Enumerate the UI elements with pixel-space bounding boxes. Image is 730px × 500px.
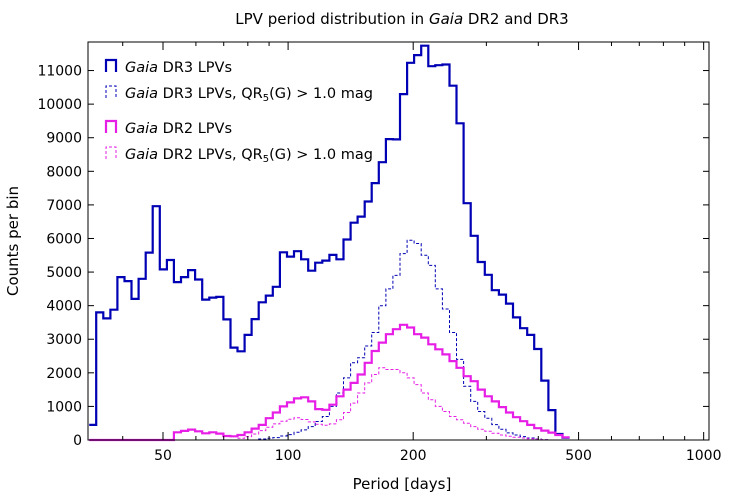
legend-marker-3 <box>105 146 117 159</box>
y-axis-label: Counts per bin <box>4 186 22 296</box>
x-tick-label: 100 <box>275 448 302 464</box>
x-axis-label: Period [days] <box>353 475 452 493</box>
y-tick-label: 5000 <box>46 265 82 281</box>
y-tick-label: 4000 <box>46 299 82 315</box>
legend-marker-2 <box>104 119 118 133</box>
legend-marker-0 <box>104 58 118 72</box>
y-tick-label: 11000 <box>37 64 82 80</box>
y-tick-label: 6000 <box>46 231 82 247</box>
series-line-0 <box>89 44 570 439</box>
series-line-1 <box>89 239 570 441</box>
y-tick-label: 0 <box>73 433 82 449</box>
y-tick-label: 7000 <box>46 198 82 214</box>
legend-marker-1 <box>105 85 117 98</box>
legend-label-2: Gaia DR2 LPVs <box>125 121 232 137</box>
x-tick-label: 500 <box>565 448 592 464</box>
chart-title: LPV period distribution in Gaia DR2 and … <box>235 10 568 28</box>
x-tick-label: 1000 <box>686 448 722 464</box>
legend-label-3: Gaia DR2 LPVs, QR5(G) > 1.0 mag <box>125 147 373 165</box>
y-tick-label: 2000 <box>46 366 82 382</box>
plot-frame <box>87 41 710 441</box>
x-tick-label: 200 <box>400 448 427 464</box>
legend-label-0: Gaia DR3 LPVs <box>125 60 232 76</box>
y-tick-label: 9000 <box>46 131 82 147</box>
y-tick-label: 1000 <box>46 399 82 415</box>
legend: Gaia DR3 LPVs Gaia DR3 LPVs, QR5(G) > 1.0… <box>104 58 373 165</box>
x-tick-label: 50 <box>154 448 172 464</box>
y-tick-label: 3000 <box>46 332 82 348</box>
y-tick-label: 10000 <box>37 97 82 113</box>
series-line-2 <box>89 323 570 442</box>
y-tick-label: 8000 <box>46 164 82 180</box>
legend-label-1: Gaia DR3 LPVs, QR5(G) > 1.0 mag <box>125 86 373 104</box>
